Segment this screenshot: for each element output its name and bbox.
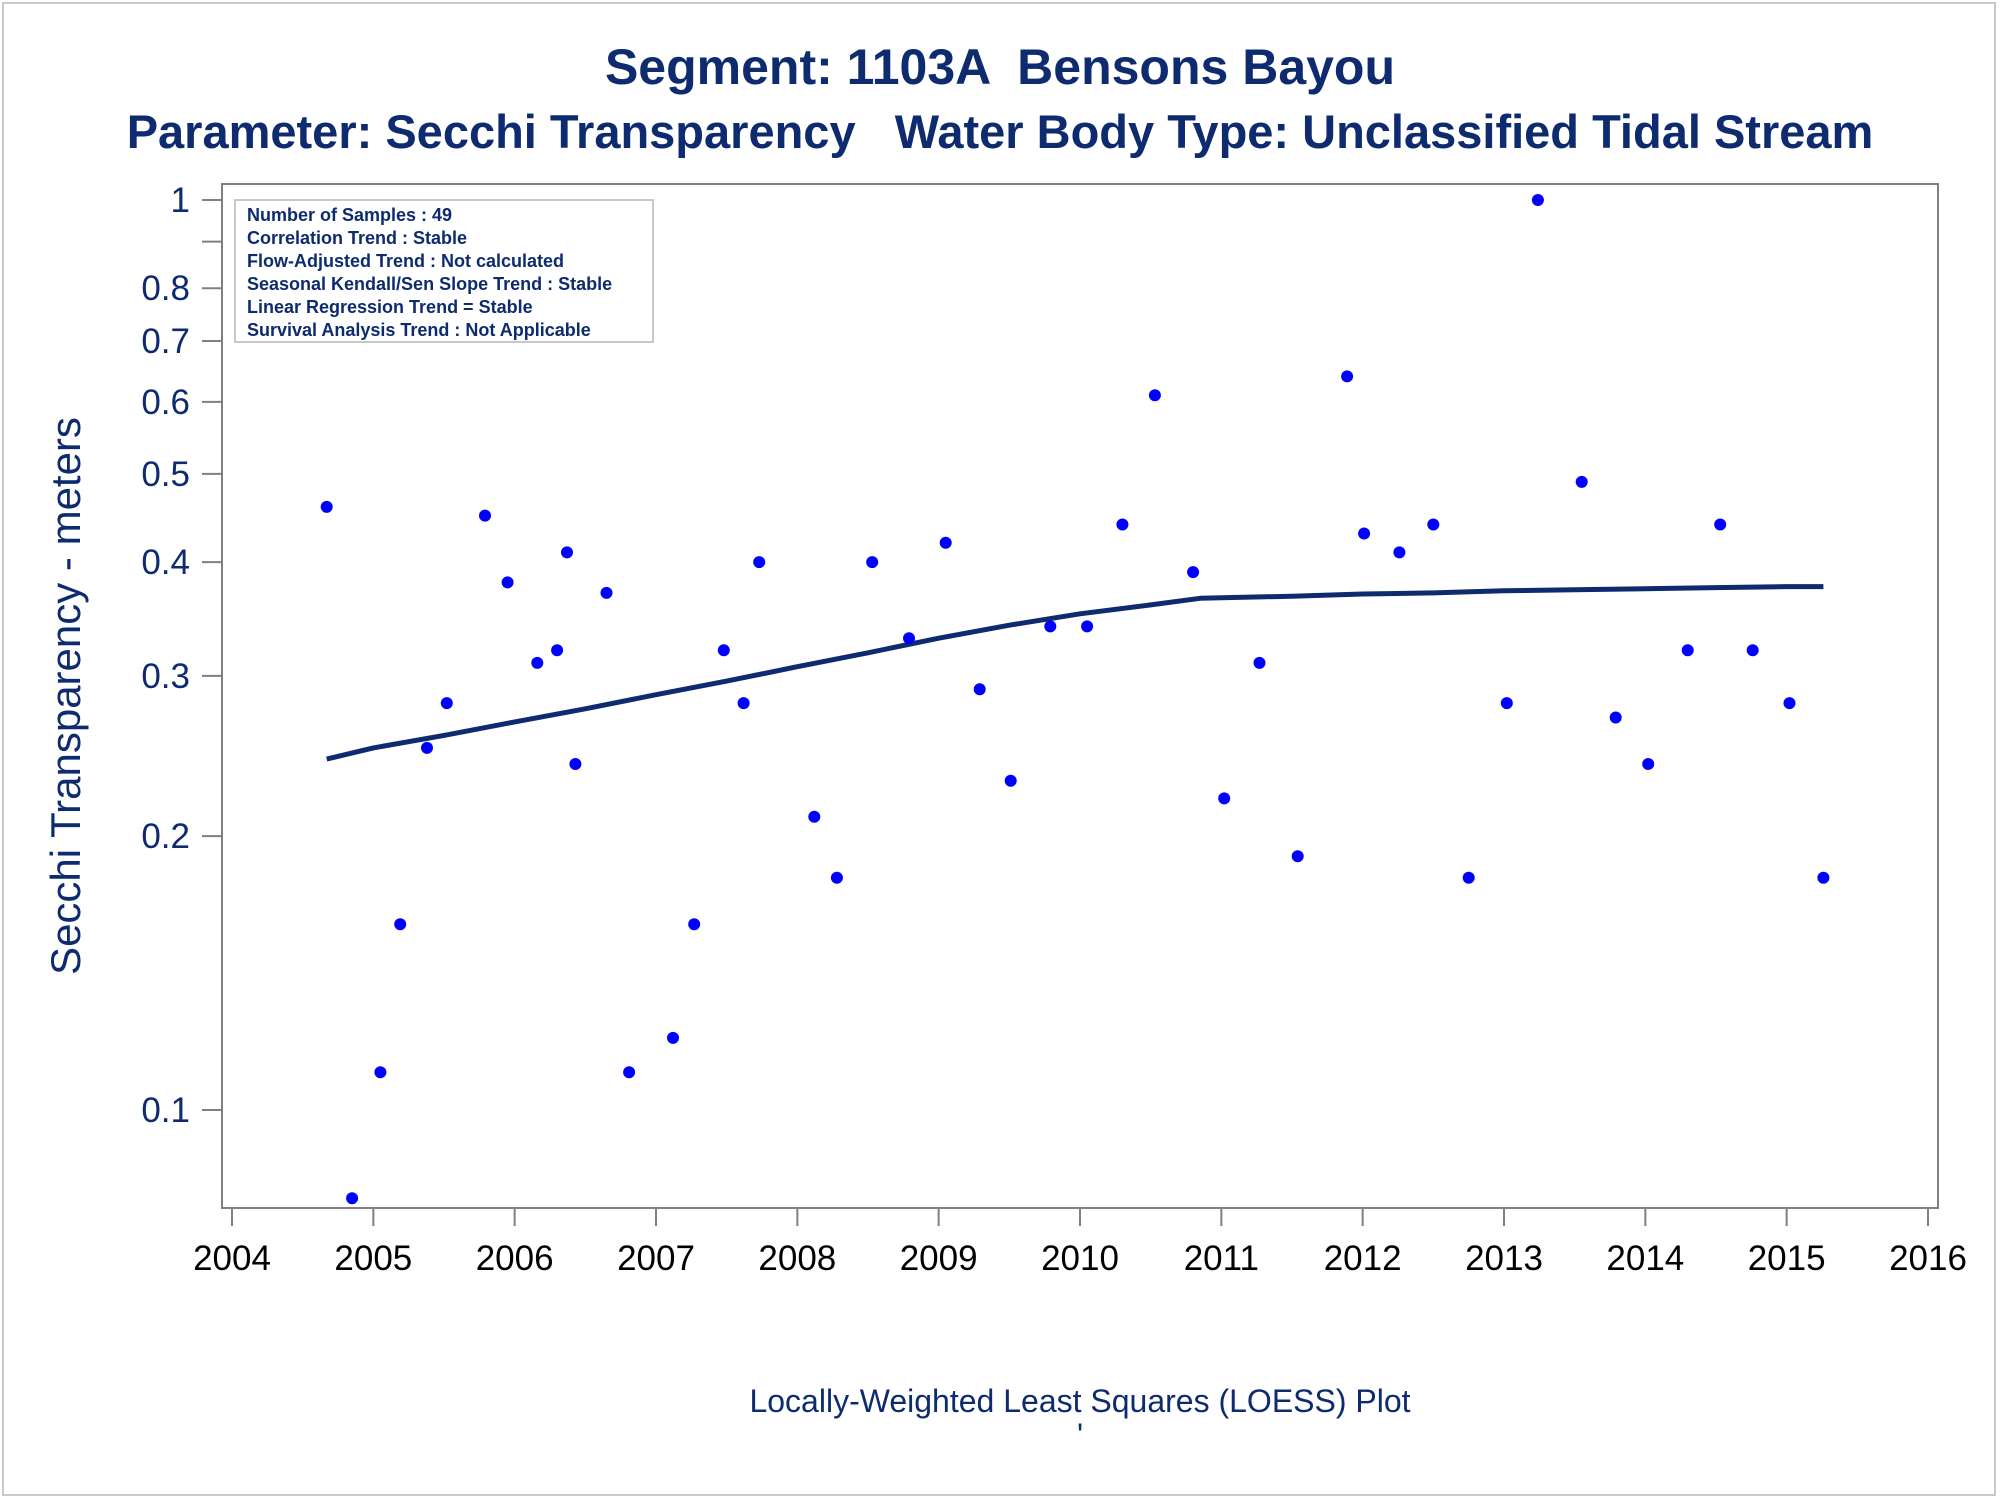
data-point xyxy=(531,656,544,669)
data-point xyxy=(1291,850,1304,863)
x-tick-label: 2012 xyxy=(1324,1239,1402,1278)
data-point xyxy=(1783,697,1796,710)
data-point xyxy=(737,697,750,710)
data-point xyxy=(903,632,915,645)
x-tick-label: 2004 xyxy=(193,1239,271,1278)
data-point xyxy=(939,536,952,549)
y-tick-label: 0.7 xyxy=(141,322,190,361)
data-point xyxy=(479,509,491,522)
info-flow-adjusted-trend: Flow-Adjusted Trend : Not calculated xyxy=(247,251,564,271)
data-point xyxy=(973,683,986,696)
data-point xyxy=(623,1066,636,1079)
x-tick-label: 2010 xyxy=(1041,1239,1119,1278)
data-point xyxy=(374,1066,387,1079)
data-point xyxy=(551,644,564,657)
data-point xyxy=(1642,758,1655,770)
data-point xyxy=(1427,518,1440,531)
data-point xyxy=(561,546,573,559)
data-point xyxy=(320,500,333,513)
data-point xyxy=(667,1031,679,1044)
data-point xyxy=(830,871,843,884)
data-point xyxy=(440,697,453,710)
data-point xyxy=(1004,774,1017,787)
data-point xyxy=(346,1192,359,1205)
x-tick-label: 2011 xyxy=(1184,1239,1259,1278)
data-point xyxy=(1341,370,1354,383)
y-tick-label: 0.1 xyxy=(141,1091,190,1130)
data-point xyxy=(501,576,514,589)
x-tick-label: 2008 xyxy=(758,1239,836,1278)
data-point xyxy=(1116,518,1129,531)
data-point xyxy=(1681,644,1694,657)
x-tick-label: 2005 xyxy=(334,1239,412,1278)
y-axis-label: Secchi Transparency - meters xyxy=(42,417,89,975)
data-point xyxy=(753,556,766,569)
data-point xyxy=(1746,644,1759,657)
data-point xyxy=(1358,527,1371,540)
data-point xyxy=(1531,194,1544,206)
chart-title: Segment: 1103A Bensons Bayou xyxy=(605,39,1395,95)
footnote: Locally-Weighted Least Squares (LOESS) P… xyxy=(749,1383,1410,1419)
data-points xyxy=(320,194,1830,1205)
info-survival-analysis-trend: Survival Analysis Trend : Not Applicable xyxy=(247,320,591,340)
data-point xyxy=(688,918,701,931)
data-point xyxy=(717,644,730,657)
info-box: Number of Samples : 49 Correlation Trend… xyxy=(234,199,654,343)
y-tick-label: 0.2 xyxy=(141,817,190,856)
chart-subtitle: Parameter: Secchi Transparency Water Bod… xyxy=(127,105,1874,158)
data-point xyxy=(1714,518,1727,531)
data-point xyxy=(421,741,433,754)
data-point xyxy=(394,918,407,931)
y-tick-label: 0.6 xyxy=(141,383,190,422)
y-tick-label: 0.5 xyxy=(141,455,190,494)
data-point xyxy=(1500,697,1513,710)
data-point xyxy=(1148,389,1161,402)
x-tick-label: 2006 xyxy=(476,1239,554,1278)
info-linear-regression-trend: Linear Regression Trend = Stable xyxy=(247,297,533,317)
x-tick-label: 2016 xyxy=(1889,1239,1967,1278)
data-point xyxy=(1253,656,1266,669)
loess-curve xyxy=(326,584,1824,762)
x-tick-label: 2007 xyxy=(617,1239,695,1278)
y-tick-label: 0.3 xyxy=(141,657,190,696)
x-axis: 2004 2005 2006 2007 2008 2009 2010 2011 2012 2013… xyxy=(193,1208,1967,1278)
y-axis: 1 0.8 0.7 0.6 0.5 0.4 0.3 0.2 0.1 xyxy=(141,181,222,1130)
x-tick-label: 2014 xyxy=(1606,1239,1684,1278)
data-point xyxy=(1817,871,1830,884)
y-tick-label: 0.8 xyxy=(141,269,190,308)
data-point xyxy=(1187,566,1200,579)
y-tick-label: 1 xyxy=(171,181,190,220)
data-point xyxy=(1393,546,1406,559)
info-box-frame xyxy=(234,199,654,343)
info-correlation-trend: Correlation Trend : Stable xyxy=(247,228,467,248)
data-point xyxy=(866,556,879,569)
data-point xyxy=(1044,620,1057,633)
data-point xyxy=(808,810,821,823)
info-samples: Number of Samples : 49 xyxy=(247,205,452,225)
x-tick-label: 2013 xyxy=(1465,1239,1543,1278)
data-point xyxy=(569,758,582,770)
data-point xyxy=(600,586,613,599)
data-point xyxy=(1218,792,1231,805)
data-point xyxy=(1609,711,1622,724)
x-tick-label: 2009 xyxy=(900,1239,978,1278)
data-point xyxy=(1081,620,1094,633)
y-tick-label: 0.4 xyxy=(141,543,190,582)
data-point xyxy=(1575,475,1588,488)
data-point xyxy=(1462,871,1475,884)
x-tick-label: 2015 xyxy=(1748,1239,1826,1278)
info-seasonal-kendall-trend: Seasonal Kendall/Sen Slope Trend : Stabl… xyxy=(247,274,612,294)
footnote-mark: ' xyxy=(1077,1417,1083,1453)
